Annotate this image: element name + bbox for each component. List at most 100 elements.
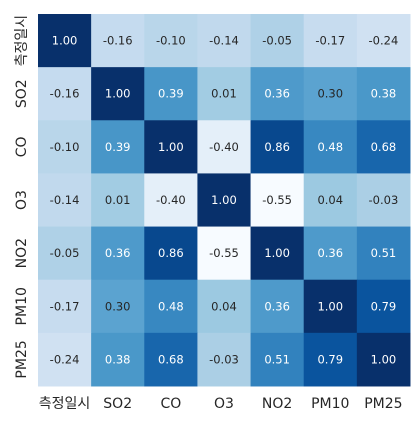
heatmap-cell-7-7 bbox=[356, 332, 411, 387]
cell-value-label: 0.51 bbox=[371, 246, 397, 260]
heatmap-cell-2-7 bbox=[356, 67, 411, 121]
heatmap-cell-2-2 bbox=[91, 67, 145, 121]
cell-value-label: -0.14 bbox=[209, 34, 239, 48]
heatmap-cell-3-4 bbox=[197, 120, 252, 174]
y-tick-label: 측정일시 bbox=[14, 15, 30, 67]
heatmap-cell-3-1 bbox=[38, 120, 92, 174]
cell-value-label: -0.24 bbox=[50, 352, 80, 366]
y-tick-labels: 측정일시 SO2 CO O3 NO2 PM10 PM25 bbox=[14, 15, 30, 379]
cell-value-label: -0.10 bbox=[50, 140, 80, 154]
heatmap-cell-2-3 bbox=[144, 67, 198, 121]
cell-value-label: -0.55 bbox=[209, 246, 239, 260]
cell-value-label: -0.17 bbox=[315, 34, 345, 48]
heatmap-cell-3-3 bbox=[144, 120, 198, 174]
cell-value-label: 0.39 bbox=[158, 87, 184, 101]
cell-value-label: 0.01 bbox=[211, 87, 237, 101]
y-tick-label: PM25 bbox=[14, 340, 30, 378]
cell-value-label: 0.86 bbox=[158, 246, 184, 260]
cell-value-label: 0.48 bbox=[317, 140, 343, 154]
heatmap-cell-5-3 bbox=[144, 226, 198, 281]
cell-value-label: -0.05 bbox=[262, 34, 292, 48]
heatmap-cell-5-7 bbox=[356, 226, 411, 281]
cell-value-label: -0.10 bbox=[156, 34, 186, 48]
heatmap-cell-4-4 bbox=[197, 173, 252, 228]
cell-value-label: -0.40 bbox=[156, 193, 186, 207]
heatmap-cell-2-4 bbox=[197, 67, 252, 121]
heatmap-cell-1-5 bbox=[250, 14, 305, 68]
heatmap-cell-6-3 bbox=[144, 279, 198, 334]
heatmap-cell-4-1 bbox=[38, 173, 92, 228]
cell-value-label: 0.38 bbox=[371, 87, 397, 101]
cell-value-label: 1.00 bbox=[158, 140, 184, 154]
cell-value-label: 1.00 bbox=[52, 34, 78, 48]
cell-value-label: 0.30 bbox=[317, 87, 343, 101]
heatmap-cell-7-6 bbox=[303, 332, 358, 387]
cell-value-label: -0.05 bbox=[50, 246, 80, 260]
heatmap-cell-1-2 bbox=[91, 14, 145, 68]
x-tick-label: NO2 bbox=[262, 396, 292, 412]
cell-value-label: 0.39 bbox=[105, 140, 131, 154]
cell-value-label: 0.36 bbox=[105, 246, 131, 260]
heatmap-cell-1-4 bbox=[197, 14, 252, 68]
heatmap-cell-5-6 bbox=[303, 226, 358, 281]
heatmap-cell-2-1 bbox=[38, 67, 92, 121]
y-tick-label: NO2 bbox=[14, 238, 30, 268]
y-tick-label: CO bbox=[14, 136, 30, 157]
heatmap-cell-5-2 bbox=[91, 226, 145, 281]
cell-value-label: 1.00 bbox=[371, 352, 397, 366]
heatmap-cell-3-2 bbox=[91, 120, 145, 174]
cell-value-label: 0.30 bbox=[105, 299, 131, 313]
heatmap-cell-1-6 bbox=[303, 14, 358, 68]
heatmap-cell-7-4 bbox=[197, 332, 252, 387]
cell-value-label: 0.04 bbox=[211, 299, 237, 313]
heatmap-cell-6-5 bbox=[250, 279, 305, 334]
x-tick-label: PM10 bbox=[311, 396, 349, 412]
heatmap-cell-4-5 bbox=[250, 173, 305, 228]
heatmap-cell-3-5 bbox=[250, 120, 305, 174]
heatmap-cell-4-7 bbox=[356, 173, 411, 228]
cell-value-label: -0.55 bbox=[262, 193, 292, 207]
heatmap-cell-2-5 bbox=[250, 67, 305, 121]
cell-value-label: -0.14 bbox=[50, 193, 80, 207]
cell-value-label: 1.00 bbox=[264, 246, 290, 260]
heatmap-cell-7-2 bbox=[91, 332, 145, 387]
heatmap-cell-4-6 bbox=[303, 173, 358, 228]
cell-value-label: 0.36 bbox=[264, 87, 290, 101]
y-tick-label: O3 bbox=[14, 190, 30, 210]
x-tick-label: CO bbox=[160, 396, 181, 412]
cell-value-label: -0.16 bbox=[103, 34, 133, 48]
cell-value-label: 1.00 bbox=[105, 87, 131, 101]
heatmap-cell-1-1 bbox=[38, 14, 92, 68]
cell-value-label: 0.36 bbox=[264, 299, 290, 313]
cell-value-label: 0.79 bbox=[317, 352, 343, 366]
cell-value-label: 0.36 bbox=[317, 246, 343, 260]
heatmap-cell-7-5 bbox=[250, 332, 305, 387]
cell-value-label: -0.16 bbox=[50, 87, 80, 101]
heatmap-cell-5-5 bbox=[250, 226, 305, 281]
heatmap-cell-7-3 bbox=[144, 332, 198, 387]
heatmap-cell-6-2 bbox=[91, 279, 145, 334]
heatmap-cell-7-1 bbox=[38, 332, 92, 387]
heatmap-cell-6-1 bbox=[38, 279, 92, 334]
cell-value-label: 0.86 bbox=[264, 140, 290, 154]
x-tick-label: 측정일시 bbox=[39, 396, 91, 412]
heatmap-cell-6-7 bbox=[356, 279, 411, 334]
heatmap-cell-2-6 bbox=[303, 67, 358, 121]
heatmap-cell-1-7 bbox=[356, 14, 411, 68]
heatmap-cell-4-2 bbox=[91, 173, 145, 228]
heatmap-cell-4-3 bbox=[144, 173, 198, 228]
cell-value-label: 0.51 bbox=[264, 352, 290, 366]
cell-value-label: 0.68 bbox=[158, 352, 184, 366]
heatmap-cell-3-7 bbox=[356, 120, 411, 174]
cell-value-label: 0.04 bbox=[317, 193, 343, 207]
heatmap-cell-6-6 bbox=[303, 279, 358, 334]
y-tick-label: PM10 bbox=[14, 287, 30, 325]
cell-value-label: 0.79 bbox=[371, 299, 397, 313]
x-tick-label: SO2 bbox=[103, 396, 132, 412]
heatmap-cell-5-4 bbox=[197, 226, 252, 281]
heatmap-cell-3-6 bbox=[303, 120, 358, 174]
cell-value-label: 1.00 bbox=[211, 193, 237, 207]
cell-value-label: 0.01 bbox=[105, 193, 131, 207]
heatmap-cells: 1.00 -0.16 -0.10 -0.14 -0.05 -0.17 -0.24 -0.16 1… bbox=[38, 14, 411, 387]
